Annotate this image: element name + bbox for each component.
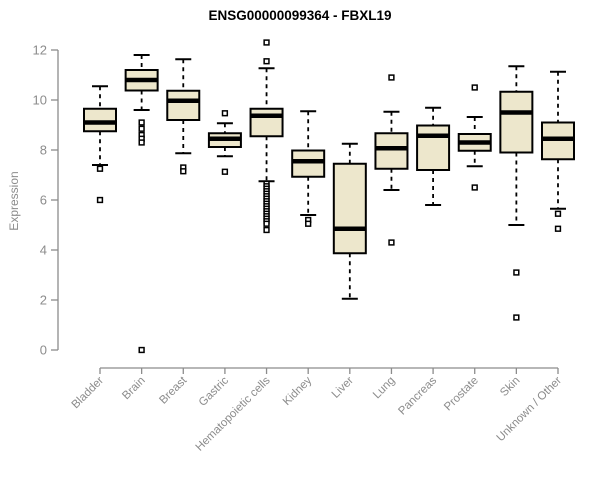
outlier-icon-brain <box>138 346 145 354</box>
outlier-icon-hematopoietic-cells <box>263 226 270 234</box>
outlier-icon-hematopoietic-cells <box>263 39 270 46</box>
box-liver <box>332 162 367 255</box>
outlier-icon-skin <box>513 269 520 276</box>
y-tick-label: 10 <box>33 93 47 108</box>
y-tick-label: 8 <box>40 143 47 158</box>
y-axis-title: Expression <box>7 171 21 231</box>
box-breast <box>166 89 201 121</box>
x-tick-label: Bladder <box>70 375 107 412</box>
outlier-icon-lung <box>388 239 395 246</box>
outlier-icon-bladder <box>96 165 104 172</box>
outlier-icon-brain <box>138 119 145 126</box>
y-tick-label: 4 <box>40 243 47 258</box>
outlier-icon-lung <box>388 74 395 81</box>
outlier-icon-prostate <box>471 84 478 91</box>
x-tick-label: Brain <box>120 375 147 402</box>
outlier-icon-brain <box>138 125 145 132</box>
box-bladder <box>83 107 117 133</box>
y-tick-label: 12 <box>33 43 47 58</box>
outlier-icon-gastric <box>221 110 229 117</box>
outlier-icon-prostate <box>471 184 478 191</box>
x-tick-label: Breast <box>157 374 190 407</box>
x-tick-label: Liver <box>330 375 356 401</box>
box-lung <box>374 132 409 170</box>
outlier-icon-kidney <box>305 220 312 227</box>
outlier-icon-skin <box>513 314 520 321</box>
box-hematopoietic-cells <box>249 107 284 138</box>
outlier-icon-gastric <box>221 168 229 175</box>
outlier-icon-breast <box>180 168 187 175</box>
x-tick-label: Gastric <box>197 374 231 408</box>
x-tick-label: Lung <box>371 375 398 402</box>
x-tick-label: Prostate <box>442 375 481 414</box>
outlier-icon-unknown-other <box>554 225 562 232</box>
x-tick-label: Hematopoietic cells <box>194 374 273 453</box>
box-pancreas <box>416 124 451 171</box>
outlier-icon-unknown-other <box>554 210 562 217</box>
outlier-icon-hematopoietic-cells <box>263 58 270 65</box>
outlier-icon-bladder <box>96 196 104 204</box>
box-skin <box>499 90 534 154</box>
outlier-icon-brain <box>138 139 145 146</box>
y-tick-label: 6 <box>40 193 47 208</box>
x-tick-label: Skin <box>498 375 522 399</box>
chart-title: ENSG00000099364 - FBXL19 <box>208 8 392 23</box>
y-tick-label: 0 <box>40 343 47 358</box>
box-kidney <box>291 149 326 178</box>
y-tick-label: 2 <box>40 293 47 308</box>
outlier-icon-hematopoietic-cells <box>263 220 270 227</box>
x-tick-label: Kidney <box>281 374 315 408</box>
x-tick-label: Pancreas <box>396 374 439 417</box>
